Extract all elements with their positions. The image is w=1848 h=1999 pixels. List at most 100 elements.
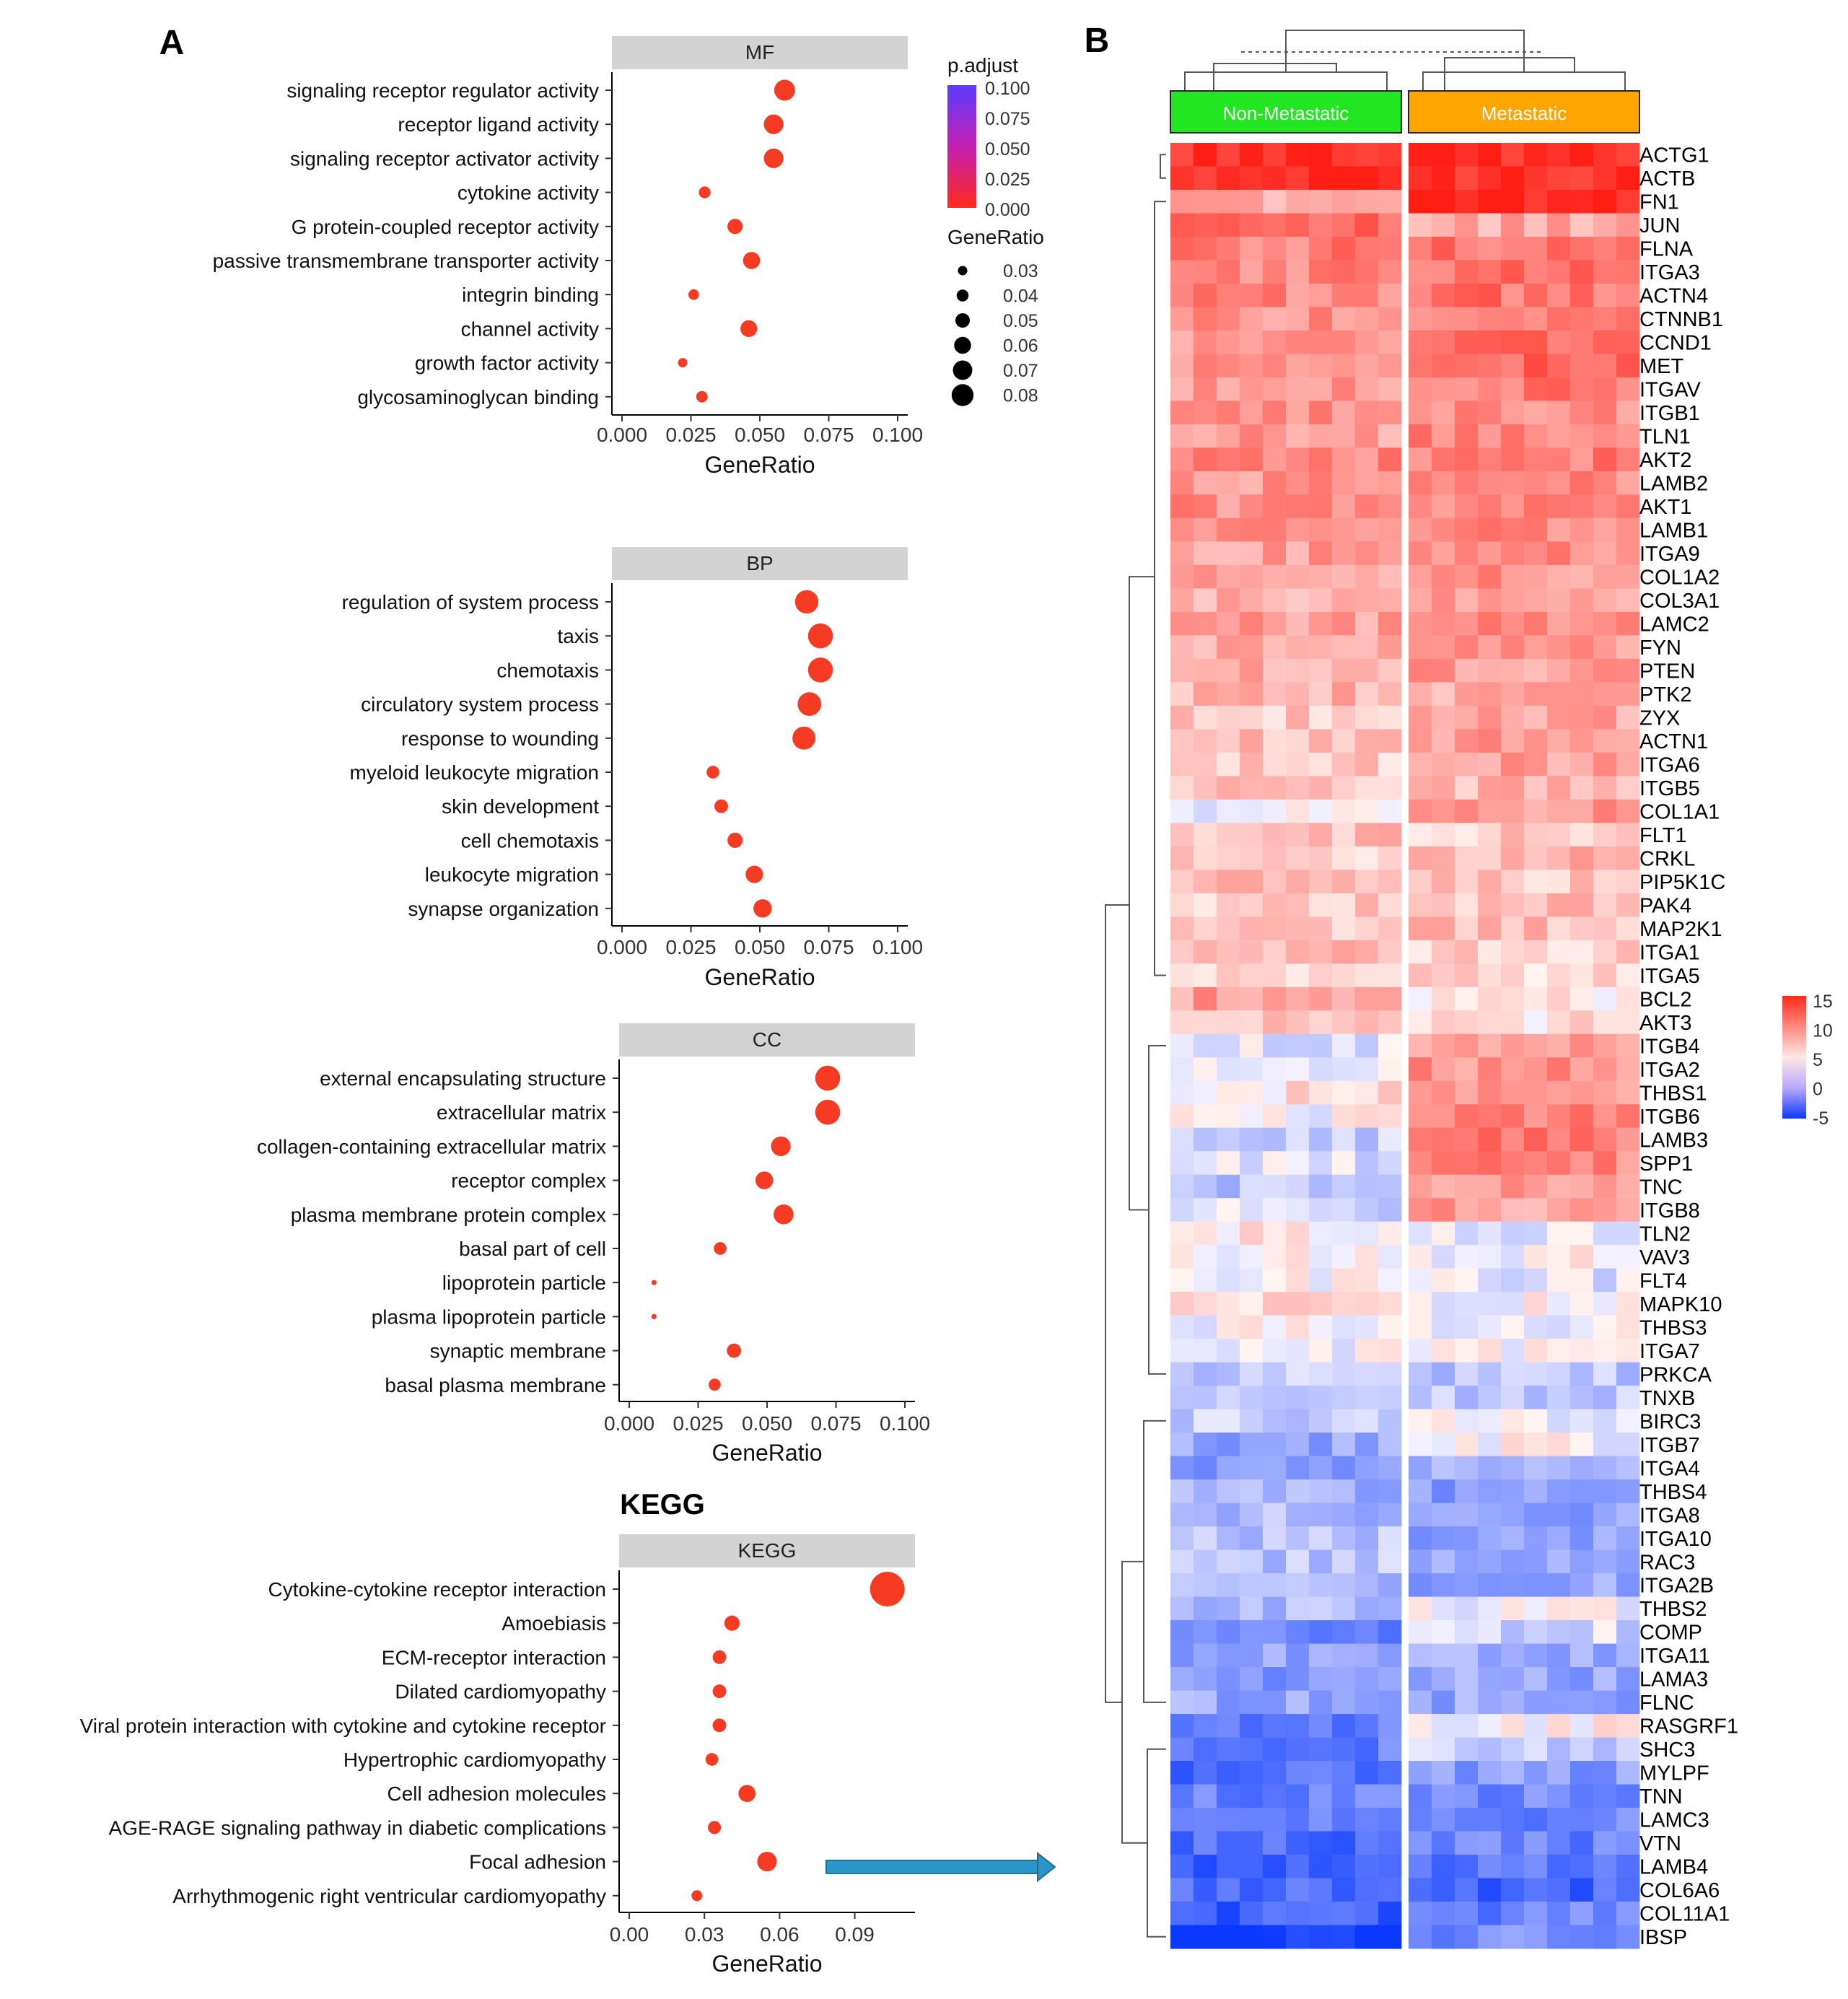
category-label: extracellular matrix (437, 1101, 606, 1124)
data-point (712, 1650, 727, 1664)
heatmap-cell (1455, 424, 1479, 448)
heatmap-cell (1570, 401, 1594, 425)
gene-label: ITGB4 (1639, 1035, 1700, 1058)
heatmap-cell (1432, 1292, 1455, 1316)
heatmap-cell (1170, 517, 1194, 542)
heatmap-cell (1217, 1549, 1240, 1574)
heatmap-cell (1240, 658, 1264, 683)
gene-label: LAMB4 (1639, 1856, 1708, 1879)
panel-label-a: A (159, 24, 185, 62)
heatmap-cell (1240, 682, 1264, 707)
heatmap-cell (1432, 1174, 1455, 1199)
heatmap-cell (1378, 1596, 1402, 1621)
heatmap-cell (1409, 260, 1432, 284)
heatmap-cell (1524, 401, 1548, 425)
heatmap-cell (1217, 330, 1240, 354)
heatmap-cell (1332, 1596, 1356, 1621)
heatmap-cell (1286, 541, 1310, 566)
heatmap-cell (1286, 1620, 1310, 1645)
heatmap-cell (1593, 143, 1617, 167)
heatmap-cell (1309, 963, 1333, 988)
heatmap-cell (1478, 1784, 1502, 1808)
heatmap-cell (1547, 987, 1571, 1011)
heatmap-cell (1170, 705, 1194, 730)
heatmap-cell (1409, 1010, 1432, 1035)
heatmap-cell (1432, 307, 1455, 331)
heatmap-cell (1286, 1456, 1310, 1480)
heatmap-cell (1432, 682, 1455, 707)
heatmap-cell (1286, 1831, 1310, 1855)
heatmap-cell (1217, 870, 1240, 894)
heatmap-cell (1616, 377, 1640, 401)
gene-label: AKT3 (1639, 1012, 1692, 1035)
heatmap-cell (1170, 1221, 1194, 1246)
heatmap-cell (1593, 1432, 1617, 1457)
heatmap-cell (1263, 1221, 1287, 1246)
heatmap-cell (1194, 1784, 1217, 1808)
heatmap-cell (1240, 1221, 1264, 1246)
heatmap-cell (1501, 823, 1525, 847)
heatmap-cell (1332, 1620, 1356, 1645)
heatmap-cell (1355, 846, 1379, 870)
heatmap-cell (1570, 424, 1594, 448)
heatmap-cell (1409, 1643, 1432, 1668)
x-tick-label: 0.050 (735, 936, 785, 958)
heatmap-cell (1263, 1198, 1287, 1222)
size-legend-dot (951, 384, 974, 406)
heatmap-cell (1170, 1409, 1194, 1433)
heatmap-cell (1455, 917, 1479, 941)
heatmap-cell (1593, 1714, 1617, 1738)
heatmap-cell (1547, 1198, 1571, 1222)
heatmap-cell (1570, 1221, 1594, 1246)
heatmap-cell (1309, 1573, 1333, 1598)
heatmap-cell (1240, 588, 1264, 613)
gene-label: VAV3 (1639, 1246, 1690, 1269)
heatmap-cell (1524, 1855, 1548, 1879)
heatmap-cell (1217, 799, 1240, 823)
heatmap-cell (1593, 1855, 1617, 1879)
heatmap-cell (1263, 776, 1287, 800)
heatmap-cell (1478, 1761, 1502, 1785)
heatmap-cell (1217, 564, 1240, 589)
heatmap-cell (1455, 1808, 1479, 1832)
heatmap-cell (1455, 1643, 1479, 1668)
heatmap-cell (1378, 1549, 1402, 1574)
heatmap-cell (1263, 1573, 1287, 1598)
heatmap-cell (1616, 1737, 1640, 1762)
heatmap-cell (1455, 283, 1479, 307)
heatmap-cell (1309, 893, 1333, 917)
heatmap-cell (1378, 846, 1402, 870)
heatmap-cell (1593, 1808, 1617, 1832)
heatmap-cell (1240, 189, 1264, 214)
heatmap-cell (1194, 377, 1217, 401)
heatmap-cell (1309, 1808, 1333, 1832)
heatmap-cell (1409, 1198, 1432, 1222)
heatmap-cell (1194, 1292, 1217, 1316)
heatmap-cell (1263, 471, 1287, 495)
heatmap-cell (1616, 1620, 1640, 1645)
heatmap-cell (1378, 940, 1402, 964)
facet-strip (619, 1534, 915, 1567)
heatmap-cell (1547, 1643, 1571, 1668)
kegg-heading: KEGG (620, 1489, 705, 1521)
heatmap-cell (1524, 1667, 1548, 1692)
heatmap-cell (1263, 823, 1287, 847)
heatmap-cell (1309, 1714, 1333, 1738)
heatmap-cell (1593, 260, 1617, 284)
dendrogram-branch (1444, 57, 1575, 90)
dot-plot-bp: BP0.000 0.025 0.050 0.075 0.100GeneRatioregu… (342, 547, 923, 990)
x-tick-label: 0.100 (872, 424, 923, 446)
heatmap-cell (1501, 1902, 1525, 1926)
heatmap-cell (1355, 1080, 1379, 1105)
heatmap-cell (1501, 1339, 1525, 1363)
heatmap-cell (1570, 1878, 1594, 1902)
heatmap-cell (1409, 1432, 1432, 1457)
heatmap-cell (1378, 1127, 1402, 1152)
dendrogram-branch (1213, 63, 1337, 90)
data-point (738, 1785, 756, 1803)
heatmap-cell (1593, 1292, 1617, 1316)
heatmap-cell (1409, 682, 1432, 707)
category-label: Hypertrophic cardiomyopathy (343, 1749, 606, 1771)
category-label: Arrhythmogenic right ventricular cardiom… (172, 1885, 606, 1907)
